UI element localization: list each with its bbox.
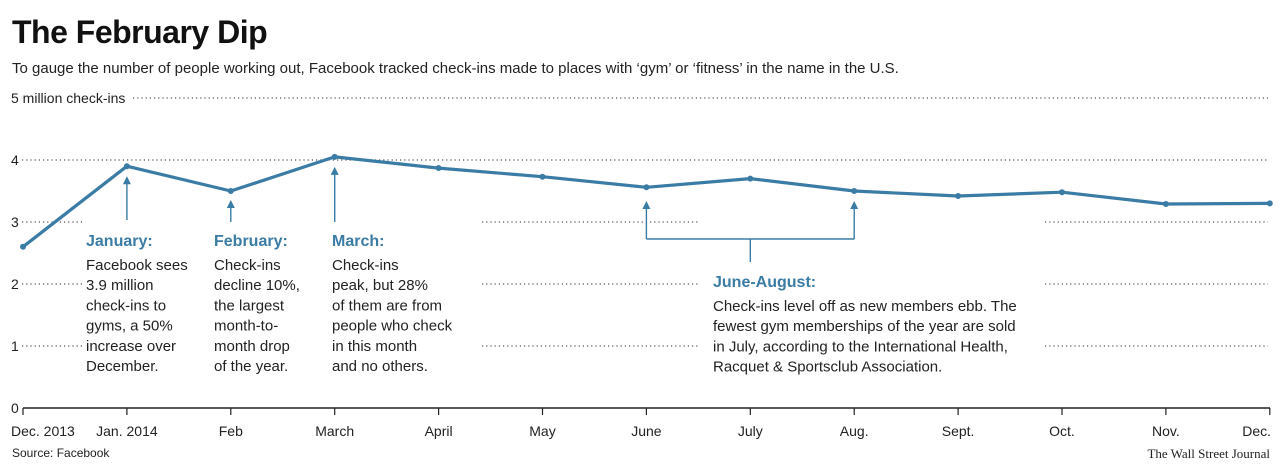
annotation-line: in this month [332, 338, 417, 355]
annotation-line: December. [86, 358, 159, 375]
annotation-march: March: Check-ins peak, but 28% of them are … [332, 233, 453, 375]
annotation-arrowhead [226, 200, 235, 208]
x-tick-label: Dec. [1242, 423, 1271, 439]
x-tick-label: July [738, 423, 763, 439]
annotation-line: gyms, a 50% [86, 318, 173, 335]
data-point [1162, 201, 1169, 208]
annotation-line: of the year. [214, 358, 288, 375]
x-axis-labels: Dec. 2013 Jan. 2014 Feb March April May June Ju… [11, 423, 1271, 439]
annotation-line: month-to- [214, 318, 278, 335]
data-point [539, 173, 546, 180]
annotation-title: March: [332, 233, 384, 250]
x-tick-label: April [425, 423, 453, 439]
data-point [123, 163, 130, 170]
x-tick-label: Sept. [942, 423, 975, 439]
x-tick-label: June [631, 423, 662, 439]
annotation-january: January: Facebook sees 3.9 million check-in… [86, 233, 188, 375]
source-note: Source: Facebook [12, 446, 110, 460]
publisher-credit: The Wall Street Journal [1147, 446, 1270, 461]
data-points [20, 153, 1273, 250]
annotation-texts: January: Facebook sees 3.9 million check-in… [86, 233, 1017, 376]
chart-title: The February Dip [12, 14, 268, 50]
y-tick-label: 3 [11, 214, 19, 230]
annotation-line: of them are from [332, 297, 442, 314]
x-tick-label: Dec. 2013 [11, 423, 75, 439]
x-tick-label: Aug. [840, 423, 869, 439]
data-point [1059, 189, 1065, 196]
x-tick-label: May [529, 423, 555, 439]
x-tick-label: March [315, 423, 354, 439]
x-tick-label: Nov. [1152, 423, 1180, 439]
annotation-line: Check-ins level off as new members ebb. … [713, 298, 1017, 315]
x-tick-label: Jan. 2014 [96, 423, 158, 439]
annotation-line: Check-ins [214, 257, 281, 274]
gridlines [22, 97, 1268, 347]
annotation-line: and no others. [332, 358, 428, 375]
y-axis-labels: 5 million check-ins 4 3 2 1 0 [11, 90, 125, 416]
annotation-june-august: June-August: Check-ins level off as new m… [713, 274, 1017, 376]
annotation-markers [122, 166, 859, 262]
annotation-line: month drop [214, 338, 290, 355]
annotation-line: the largest [214, 297, 285, 314]
annotation-line: decline 10%, [214, 277, 300, 294]
annotation-line: Check-ins [332, 257, 399, 274]
annotation-line: fewest gym memberships of the year are s… [713, 318, 1016, 335]
annotation-line: check-ins to [86, 297, 166, 314]
data-point [435, 165, 442, 172]
x-tick-label: Feb [219, 423, 243, 439]
y-tick-label: 4 [11, 152, 19, 168]
annotation-arrowhead [850, 201, 859, 209]
annotation-line: in July, according to the International … [713, 338, 1008, 355]
annotation-title: February: [214, 233, 288, 250]
data-point [20, 243, 26, 250]
y-tick-label: 5 million check-ins [11, 90, 125, 106]
data-point [747, 175, 754, 182]
annotation-title: January: [86, 233, 153, 250]
annotation-arrowhead [642, 201, 651, 209]
annotation-line: Facebook sees [86, 257, 188, 274]
annotation-title: June-August: [713, 274, 816, 291]
x-tick-label: Oct. [1049, 423, 1075, 439]
annotation-line: people who check [332, 318, 453, 335]
annotation-line: increase over [86, 338, 176, 355]
data-point [955, 192, 962, 199]
annotation-arrowhead [330, 166, 339, 175]
annotation-line: peak, but 28% [332, 277, 428, 294]
annotation-line: Racquet & Sportsclub Association. [713, 359, 942, 376]
chart-subtitle: To gauge the number of people working ou… [12, 60, 899, 77]
data-point [331, 153, 338, 160]
annotation-line: 3.9 million [86, 277, 154, 294]
y-tick-label: 2 [11, 276, 19, 292]
data-point [1266, 200, 1273, 207]
annotation-february: February: Check-ins decline 10%, the larges… [214, 233, 300, 375]
data-point [227, 188, 234, 194]
y-tick-label: 1 [11, 338, 19, 354]
x-axis [22, 407, 1271, 415]
data-point [643, 184, 650, 191]
data-point [851, 188, 858, 194]
y-tick-label: 0 [11, 400, 19, 416]
annotation-arrowhead [122, 176, 131, 185]
